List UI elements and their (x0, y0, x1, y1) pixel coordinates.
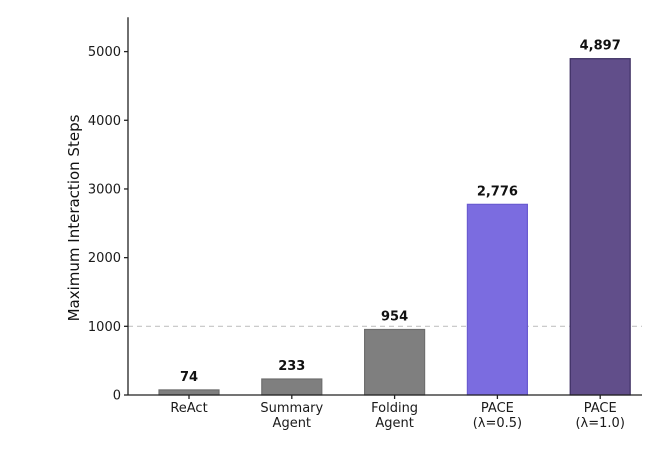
category-label-0: ReAct (170, 401, 207, 416)
value-label-4: 4,897 (580, 39, 621, 54)
value-label-1: 233 (278, 359, 305, 374)
axes-layer (124, 17, 642, 399)
bar-4 (569, 58, 631, 396)
y-tick-label-1: 1000 (88, 320, 121, 335)
y-tick-label-2: 2000 (88, 251, 121, 266)
value-label-0: 74 (180, 370, 198, 385)
category-label-2-line-1: Agent (375, 416, 413, 431)
category-label-3: PACE (481, 401, 514, 416)
value-label-2: 954 (381, 309, 408, 324)
bars-layer (158, 58, 631, 396)
y-tick-label-5: 5000 (88, 45, 121, 60)
y-tick-label-4: 4000 (88, 114, 121, 129)
bar-0 (158, 389, 220, 396)
y-tick-label-0: 0 (113, 389, 121, 404)
value-label-3: 2,776 (477, 184, 518, 199)
category-label-1: Summary (260, 401, 323, 416)
category-label-2: Folding (371, 401, 418, 416)
labels-layer: 74ReAct233SummaryAgent954FoldingAgent2,7… (88, 39, 625, 431)
bar-1 (261, 378, 323, 396)
category-label-4: PACE (584, 401, 617, 416)
y-axis-title: Maximum Interaction Steps (65, 114, 83, 321)
category-label-3-line-1: (λ=0.5) (473, 416, 522, 431)
category-label-4-line-1: (λ=1.0) (575, 416, 624, 431)
category-label-1-line-1: Agent (273, 416, 311, 431)
bar-3 (466, 203, 528, 396)
bar-2 (364, 328, 426, 396)
y-tick-label-3: 3000 (88, 182, 121, 197)
